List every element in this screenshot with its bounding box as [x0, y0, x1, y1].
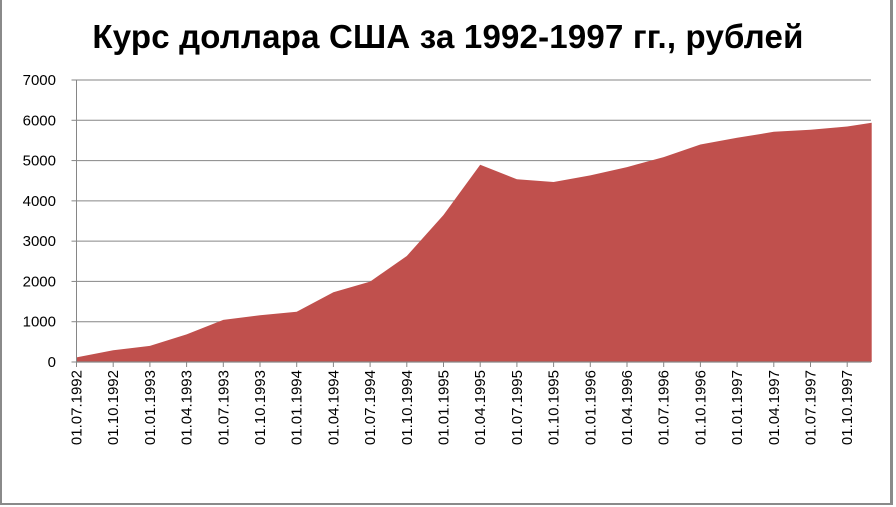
- y-tick-label: 3000: [23, 233, 56, 250]
- x-tick-label: 01.04.1993: [179, 370, 196, 445]
- x-tick-label: 01.04.1996: [619, 370, 636, 445]
- x-tick-label: 01.07.1993: [215, 370, 232, 445]
- x-tick-label: 01.01.1997: [729, 370, 746, 445]
- y-tick-label: 2000: [23, 273, 56, 290]
- y-tick-label: 7000: [23, 72, 56, 89]
- x-tick-label: 01.04.1995: [472, 370, 489, 445]
- x-tick-label: 01.01.1996: [582, 370, 599, 445]
- x-tick-label: 01.10.1993: [252, 370, 269, 445]
- y-tick-label: 4000: [23, 193, 56, 210]
- x-tick-label: 01.04.1997: [766, 370, 783, 445]
- y-tick-label: 0: [48, 354, 56, 371]
- x-tick-label: 01.07.1995: [509, 370, 526, 445]
- x-tick-label: 01.10.1994: [399, 370, 416, 445]
- x-tick-label: 01.10.1992: [105, 370, 122, 445]
- x-tick-label: 01.01.1994: [289, 370, 306, 445]
- x-tick-label: 01.07.1994: [362, 370, 379, 445]
- x-tick-label: 01.10.1996: [692, 370, 709, 445]
- x-tick-label: 01.01.1993: [142, 370, 159, 445]
- y-tick-label: 1000: [23, 314, 56, 331]
- x-tick-label: 01.07.1992: [69, 370, 86, 445]
- x-tick-label: 01.04.1994: [325, 370, 342, 445]
- y-tick-label: 5000: [23, 153, 56, 170]
- x-tick-label: 01.07.1996: [656, 370, 673, 445]
- y-tick-label: 6000: [23, 112, 56, 129]
- x-tick-label: 01.10.1997: [839, 370, 856, 445]
- chart-title: Курс доллара США за 1992-1997 гг., рубле…: [92, 18, 804, 55]
- x-tick-label: 01.01.1995: [436, 370, 453, 445]
- x-tick-label: 01.07.1997: [803, 370, 820, 445]
- x-tick-label: 01.10.1995: [546, 370, 563, 445]
- area-series: [76, 122, 872, 362]
